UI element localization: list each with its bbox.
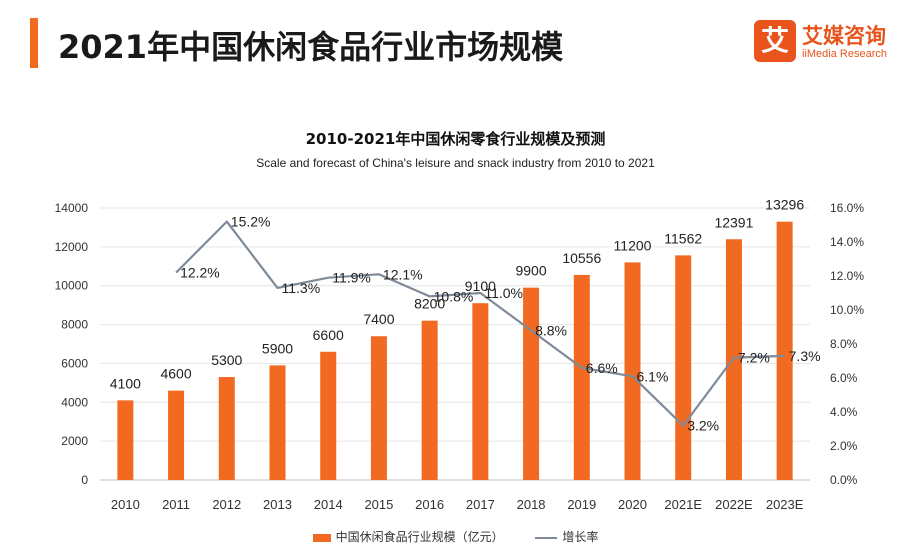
legend-label-bar: 中国休闲食品行业规模（亿元） <box>335 530 504 544</box>
growth-rate-label: 8.8% <box>535 322 567 338</box>
growth-rate-label: 11.3% <box>282 280 321 296</box>
y-left-tick-label: 12000 <box>55 240 89 254</box>
y-left-tick-label: 10000 <box>55 279 89 293</box>
x-tick-label: 2018 <box>517 497 546 512</box>
growth-rate-label: 11.0% <box>484 285 523 301</box>
x-tick-label: 2022E <box>715 497 753 512</box>
growth-rate-line <box>175 220 785 427</box>
legend-item-line: 增长率 <box>535 528 598 545</box>
bar-value-label: 11562 <box>664 230 702 246</box>
bar-value-label: 7400 <box>363 311 394 327</box>
bar-value-label: 10556 <box>562 250 601 266</box>
growth-rate-label: 3.2% <box>687 418 719 434</box>
growth-rate-label: 12.1% <box>383 266 423 282</box>
bar <box>370 336 387 480</box>
y-left-tick-label: 6000 <box>61 356 88 370</box>
y-right-tick-label: 16.0% <box>830 201 864 215</box>
brand-subtitle: iiMedia Research <box>802 48 887 60</box>
bar <box>624 262 641 480</box>
x-tick-label: 2014 <box>314 497 343 512</box>
bar-value-label: 5900 <box>262 340 293 356</box>
y-left-tick-label: 2000 <box>61 434 88 448</box>
bar <box>523 287 540 480</box>
bar <box>725 239 742 480</box>
bar-value-label: 5300 <box>211 352 242 368</box>
bar <box>573 274 590 480</box>
chart-title: 2010-2021年中国休闲零食行业规模及预测 <box>305 130 606 148</box>
bar <box>675 255 692 480</box>
y-right-tick-label: 8.0% <box>830 337 858 351</box>
growth-rate-label: 10.8% <box>434 288 474 304</box>
bar-value-label: 11200 <box>614 237 652 253</box>
x-tick-label: 2020 <box>618 497 647 512</box>
x-tick-label: 2011 <box>162 497 190 512</box>
bar-value-label: 12391 <box>714 214 753 230</box>
growth-rate-label: 12.2% <box>180 265 220 281</box>
bar-value-label: 4600 <box>160 366 191 382</box>
bar-value-label: 8200 <box>414 296 445 312</box>
x-tick-label: 2019 <box>567 497 596 512</box>
legend-swatch-line <box>535 536 558 539</box>
bar <box>218 377 235 480</box>
iimedia-logo-icon: 艾 <box>754 20 796 62</box>
bar <box>472 303 489 480</box>
chart-subtitle: Scale and forecast of China's leisure an… <box>256 156 655 170</box>
x-tick-label: 2023E <box>766 497 804 512</box>
page-title: 2021年中国休闲食品行业市场规模 <box>58 28 564 66</box>
bar <box>269 365 286 480</box>
x-tick-label: 2010 <box>111 497 140 512</box>
bar <box>421 320 438 480</box>
brand-name: 艾媒咨询 <box>802 24 886 48</box>
y-left-tick-label: 4000 <box>61 395 88 409</box>
y-right-tick-label: 12.0% <box>830 269 864 283</box>
y-right-tick-label: 14.0% <box>830 235 864 249</box>
legend-label-line: 增长率 <box>562 530 599 544</box>
growth-rate-label: 7.2% <box>738 350 770 366</box>
legend-item-bar: 中国休闲食品行业规模（亿元） <box>312 528 504 545</box>
bar <box>776 221 793 480</box>
bar-value-label: 6600 <box>313 327 344 343</box>
y-right-tick-label: 6.0% <box>830 371 858 385</box>
y-right-tick-label: 4.0% <box>830 405 858 419</box>
chart-legend: 中国休闲食品行业规模（亿元） 增长率 <box>0 528 911 545</box>
x-tick-label: 2016 <box>415 497 444 512</box>
growth-rate-label: 15.2% <box>231 214 271 230</box>
y-right-tick-label: 0.0% <box>830 473 858 487</box>
growth-rate-label: 7.3% <box>789 348 821 364</box>
bar-value-label: 13296 <box>765 197 804 213</box>
y-left-tick-label: 0 <box>81 473 88 487</box>
bar <box>320 351 337 480</box>
growth-rate-label: 6.6% <box>586 360 618 376</box>
x-tick-label: 2017 <box>466 497 495 512</box>
bar-value-label: 9100 <box>465 278 496 294</box>
x-tick-label: 2021E <box>664 497 702 512</box>
bar <box>117 400 134 480</box>
title-accent-bar <box>30 18 38 68</box>
y-right-tick-label: 2.0% <box>830 439 858 453</box>
y-left-tick-label: 14000 <box>55 201 89 215</box>
x-tick-label: 2015 <box>364 497 393 512</box>
brand-logo-block: 艾 艾媒咨询 iiMedia Research <box>754 20 904 68</box>
y-right-tick-label: 10.0% <box>830 303 864 317</box>
bar-value-label: 9900 <box>515 263 546 279</box>
legend-swatch-bar <box>312 533 331 542</box>
growth-rate-label: 6.1% <box>637 368 669 384</box>
growth-rate-label: 11.9% <box>332 270 371 286</box>
x-tick-label: 2012 <box>212 497 241 512</box>
x-tick-label: 2013 <box>263 497 292 512</box>
y-left-tick-label: 8000 <box>61 318 88 332</box>
bar <box>168 390 185 480</box>
bar-value-label: 4100 <box>110 375 141 391</box>
